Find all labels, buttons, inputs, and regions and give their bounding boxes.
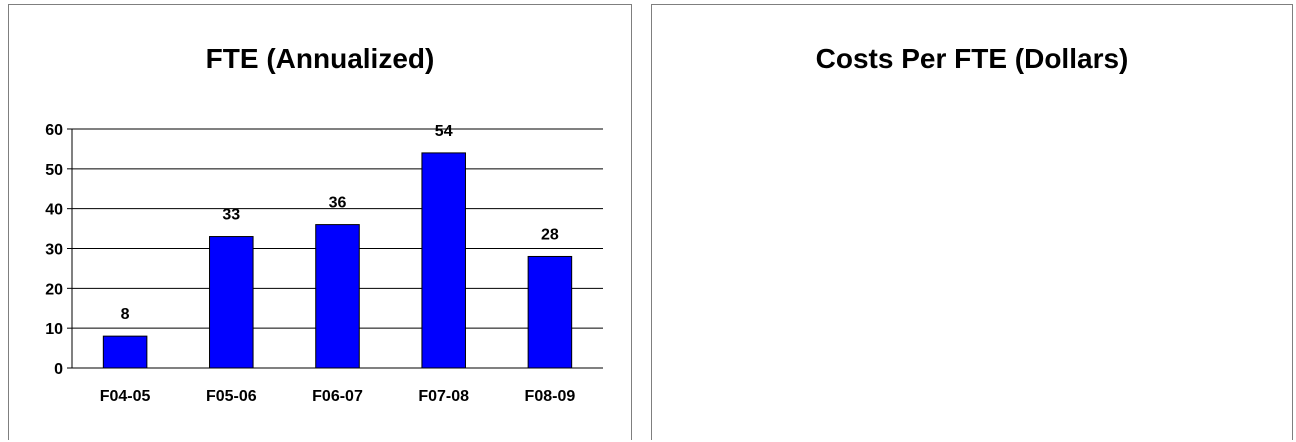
y-tick-label: 50 bbox=[45, 162, 63, 179]
data-label: 54 bbox=[435, 123, 453, 140]
bar bbox=[315, 224, 360, 369]
x-tick-label: F07-08 bbox=[418, 388, 469, 405]
fte-chart-title: FTE (Annualized) bbox=[205, 43, 435, 74]
y-tick-label: 10 bbox=[45, 321, 63, 338]
bar bbox=[421, 152, 466, 369]
data-label: 8 bbox=[121, 306, 130, 323]
y-tick-label: 0 bbox=[54, 361, 63, 378]
fte-bar-chart: 8 33 36 54 28 0 10 20 30 40 50 60 F04-05 F05-06 F06-… bbox=[45, 122, 603, 405]
x-tick-label: F08-09 bbox=[525, 388, 576, 405]
data-label: 33 bbox=[222, 207, 240, 224]
cost-per-fte-chart-panel: Costs Per FTE (Dollars) bbox=[651, 4, 1293, 440]
bar bbox=[209, 236, 254, 369]
data-label: 36 bbox=[329, 195, 347, 212]
y-tick-label: 60 bbox=[45, 122, 63, 139]
cost-per-fte-chart-title: Costs Per FTE (Dollars) bbox=[815, 43, 1129, 74]
x-tick-label: F04-05 bbox=[100, 388, 151, 405]
fte-chart-panel: FTE (Annualized) 8 33 36 54 28 0 10 20 30 40 50 60… bbox=[8, 4, 632, 440]
bar bbox=[527, 255, 573, 369]
data-label: 28 bbox=[541, 226, 559, 243]
x-tick-label: F06-07 bbox=[312, 388, 363, 405]
bar bbox=[102, 335, 148, 369]
y-tick-label: 30 bbox=[45, 242, 63, 259]
x-tick-label: F05-06 bbox=[206, 388, 257, 405]
y-tick-label: 20 bbox=[45, 281, 63, 298]
y-tick-label: 40 bbox=[45, 202, 63, 219]
